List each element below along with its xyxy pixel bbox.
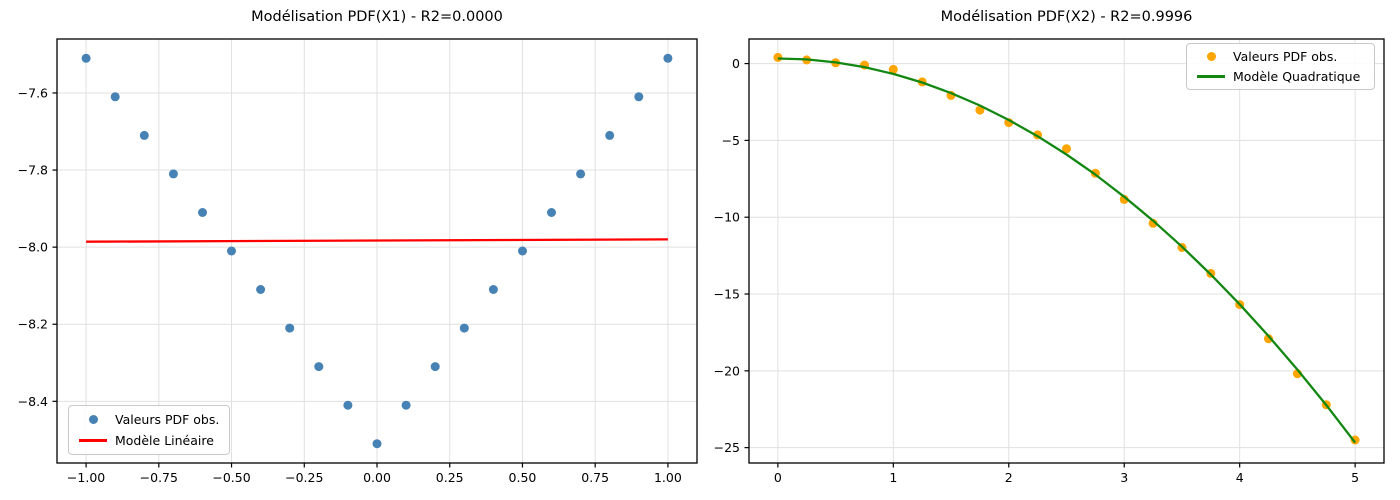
legend-item-observed: Valeurs PDF obs.: [1195, 47, 1366, 67]
data-point: [1119, 194, 1129, 204]
y-tick-label: −7.8: [18, 163, 48, 178]
x-tick-label: 0.00: [363, 470, 391, 485]
y-tick-label: −10: [714, 210, 740, 225]
data-point: [110, 92, 120, 102]
legend-marker-column: [1195, 75, 1227, 78]
legend-marker-column: [77, 415, 109, 424]
x-tick-label: −0.75: [140, 470, 178, 485]
data-point: [518, 246, 527, 256]
x-tick-label: −0.25: [285, 470, 323, 485]
data-point: [1350, 435, 1360, 445]
legend-label-observed: Valeurs PDF obs.: [1233, 49, 1338, 65]
y-tick-label: −15: [714, 287, 740, 302]
x-tick-label: 2: [1005, 470, 1013, 485]
x-tick-label: 0.25: [436, 470, 464, 485]
chart2-title: Modélisation PDF(X2) - R2=0.9996: [940, 9, 1193, 25]
y-tick-label: −25: [714, 440, 740, 455]
y-tick-label: −5: [722, 133, 740, 148]
x-tick-label: 3: [1120, 470, 1128, 485]
model-line: [777, 57, 1357, 444]
line-swatch-icon: [79, 439, 107, 442]
y-tick-label: −20: [714, 363, 740, 378]
legend-label-observed: Valeurs PDF obs.: [115, 412, 220, 427]
model-line: [86, 238, 668, 243]
legend-label-model: Modèle Linéaire: [115, 433, 214, 448]
x-tick-label: 4: [1236, 470, 1244, 485]
data-point: [1062, 144, 1071, 154]
y-tick-label: −8.0: [18, 240, 48, 255]
x-tick-label: −0.50: [212, 470, 250, 485]
y-tick-label: −8.2: [18, 317, 48, 332]
data-point: [168, 169, 178, 179]
data-point: [256, 285, 266, 294]
scatter-marker-icon: [1206, 52, 1216, 62]
data-point: [634, 92, 644, 102]
x-tick-label: 0.75: [581, 470, 609, 485]
x-tick-label: −1.00: [67, 470, 105, 485]
y-tick-label: −7.6: [18, 85, 48, 100]
line-swatch-icon: [1197, 75, 1225, 78]
x-tick-label: 1: [889, 470, 897, 485]
data-point: [139, 130, 149, 140]
data-point: [314, 362, 324, 372]
data-point: [488, 285, 498, 294]
data-point: [285, 323, 295, 333]
data-point: [605, 130, 615, 140]
data-point: [401, 400, 411, 410]
data-point: [81, 53, 91, 63]
scatter-marker-icon: [88, 415, 98, 424]
legend-item-observed: Valeurs PDF obs.: [77, 409, 221, 430]
data-point: [227, 246, 236, 256]
y-tick-label: −8.4: [18, 394, 48, 409]
data-point: [1148, 218, 1158, 228]
legend-item-model: Modèle Quadratique: [1195, 67, 1366, 87]
data-point: [372, 439, 382, 449]
data-point: [198, 208, 207, 217]
y-tick-label: 0: [732, 56, 740, 71]
data-point: [343, 400, 353, 410]
x-tick-label: 1.00: [654, 470, 682, 485]
data-point: [430, 362, 440, 372]
x-tick-label: 0.50: [509, 470, 537, 485]
data-point: [459, 323, 469, 333]
x-tick-label: 5: [1351, 470, 1359, 485]
data-point: [576, 169, 586, 179]
legend-marker-column: [1195, 52, 1227, 62]
data-point: [888, 64, 898, 74]
legend-item-model: Modèle Linéaire: [77, 430, 221, 451]
chart2-legend: Valeurs PDF obs. Modèle Quadratique: [1186, 43, 1375, 90]
data-point: [663, 53, 673, 63]
plot-frame: [748, 38, 1385, 464]
data-point: [1264, 334, 1273, 344]
chart1-legend: Valeurs PDF obs. Modèle Linéaire: [68, 405, 230, 455]
legend-marker-column: [77, 439, 109, 442]
legend-label-model: Modèle Quadratique: [1233, 68, 1361, 84]
chart1-title: Modélisation PDF(X1) - R2=0.0000: [251, 9, 503, 25]
data-point: [547, 208, 556, 217]
x-tick-label: 0: [774, 470, 782, 485]
data-point: [773, 52, 783, 62]
